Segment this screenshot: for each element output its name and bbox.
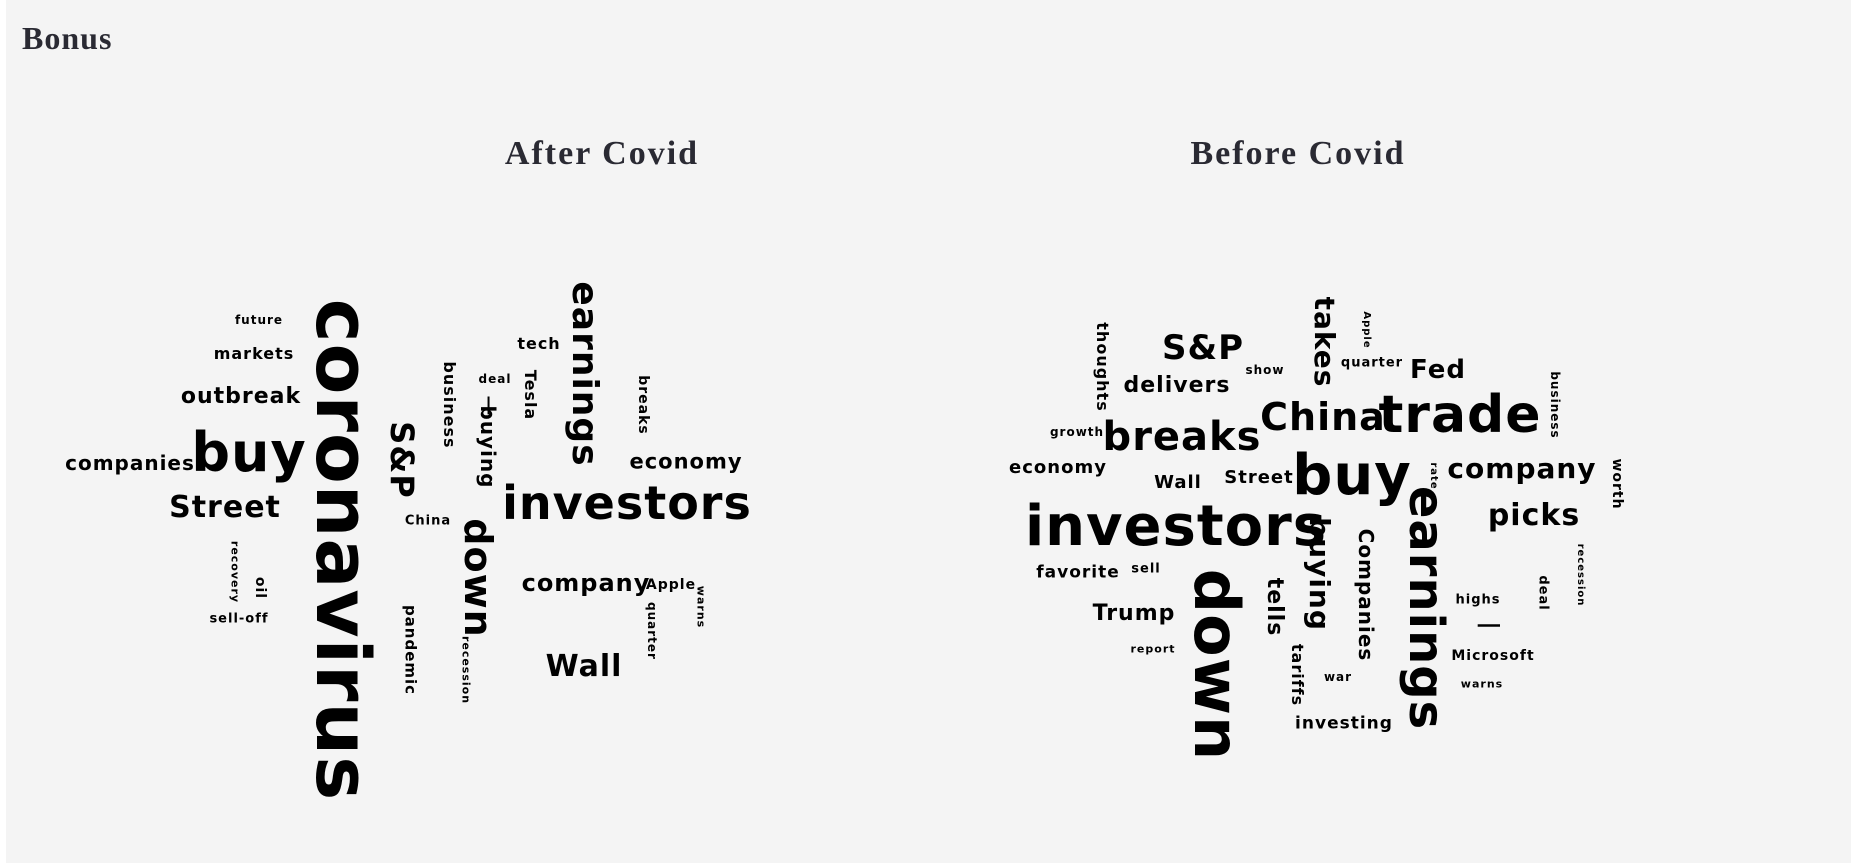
cloud-word: sell-off (209, 611, 269, 627)
cloud-word: favorite (1036, 562, 1120, 583)
cloud-word: recovery (228, 540, 242, 604)
cloud-word: delivers (1123, 373, 1231, 398)
cloud-word: buy (191, 421, 307, 484)
cloud-word: economy (629, 449, 743, 474)
section-heading: Bonus (22, 20, 113, 56)
cloud-word: rate (1428, 462, 1439, 490)
cloud-word: buying (476, 405, 500, 489)
cloud-word: takes (1308, 296, 1341, 388)
cloud-word: deal (478, 372, 512, 386)
cloud-word: Street (169, 490, 281, 525)
cloud-word: company (1447, 452, 1597, 485)
cloud-word: China (404, 513, 452, 529)
cloud-word: Companies (1354, 528, 1378, 662)
cloud-word: deal (1535, 575, 1551, 611)
before-covid-title: Before Covid (1190, 135, 1406, 172)
cloud-word: thoughts (1093, 322, 1112, 412)
cloud-word: Wall (545, 649, 623, 684)
cloud-word: breaks (1102, 414, 1262, 460)
cloud-word: outbreak (180, 384, 302, 409)
cloud-word: earnings (1398, 485, 1454, 731)
cloud-word: S&P (383, 421, 421, 499)
cloud-word: recession (1575, 543, 1586, 607)
cloud-word: economy (1009, 457, 1107, 478)
cloud-word: buying (1303, 517, 1336, 631)
output-panel: Bonus After Covid Before Covid coronavir… (6, 0, 1851, 863)
cloud-word: warns (694, 585, 708, 629)
cloud-word: tariffs (1288, 643, 1307, 707)
before-covid-wordcloud: investors down buy earnings trade China … (956, 280, 1656, 840)
cloud-word: tells (1262, 577, 1287, 637)
cloud-word: quarter (1340, 355, 1404, 371)
cloud-word: S&P (1161, 328, 1245, 368)
cloud-word: show (1245, 363, 1285, 377)
cloud-word: Fed (1410, 355, 1466, 385)
cloud-word: future (234, 313, 284, 327)
cloud-word: China (1260, 395, 1386, 439)
cloud-word: war (1323, 670, 1353, 684)
cloud-word: sell (1131, 561, 1161, 577)
cloud-word: | (1477, 621, 1502, 631)
cloud-word: picks (1487, 498, 1581, 533)
cloud-word: oil (252, 576, 268, 600)
cloud-word: growth (1049, 425, 1105, 439)
cloud-word: business (1548, 371, 1562, 439)
cloud-word: investing (1295, 713, 1393, 734)
cloud-word: down (1180, 568, 1253, 762)
after-covid-title: After Covid (504, 135, 700, 172)
cloud-word: recession (459, 635, 473, 705)
cloud-word: companies (65, 451, 195, 475)
cloud-word: company (521, 569, 651, 597)
cloud-word: Microsoft (1451, 648, 1535, 664)
cloud-word: investors (502, 476, 752, 530)
cloud-word: Apple (1361, 311, 1372, 349)
cloud-word: pandemic (401, 604, 420, 696)
cloud-word: warns (1460, 677, 1504, 691)
cloud-word: highs (1455, 592, 1501, 608)
cloud-word: buy (1292, 443, 1412, 508)
cloud-word: quarter (645, 602, 659, 660)
cloud-word: investors (1024, 494, 1328, 559)
cloud-word: breaks (635, 375, 651, 435)
cloud-word: Apple (645, 577, 697, 593)
cloud-word: tech (517, 334, 561, 353)
cloud-word: markets (213, 344, 295, 363)
cloud-word: Wall (1154, 472, 1202, 493)
cloud-word: business (440, 361, 459, 449)
cloud-word: earnings (564, 281, 605, 467)
cloud-word: Tesla (521, 369, 540, 421)
cloud-word: | (485, 394, 493, 415)
cloud-word: report (1130, 642, 1176, 656)
cloud-word: worth (1609, 458, 1625, 510)
cloud-word: Street (1224, 467, 1294, 488)
cloud-word: coronavirus (299, 298, 385, 802)
after-covid-wordcloud: coronavirus buy investors earnings down … (46, 280, 751, 840)
cloud-word: Trump (1092, 601, 1176, 626)
cloud-word: down (456, 518, 500, 638)
cloud-word: trade (1378, 385, 1542, 445)
